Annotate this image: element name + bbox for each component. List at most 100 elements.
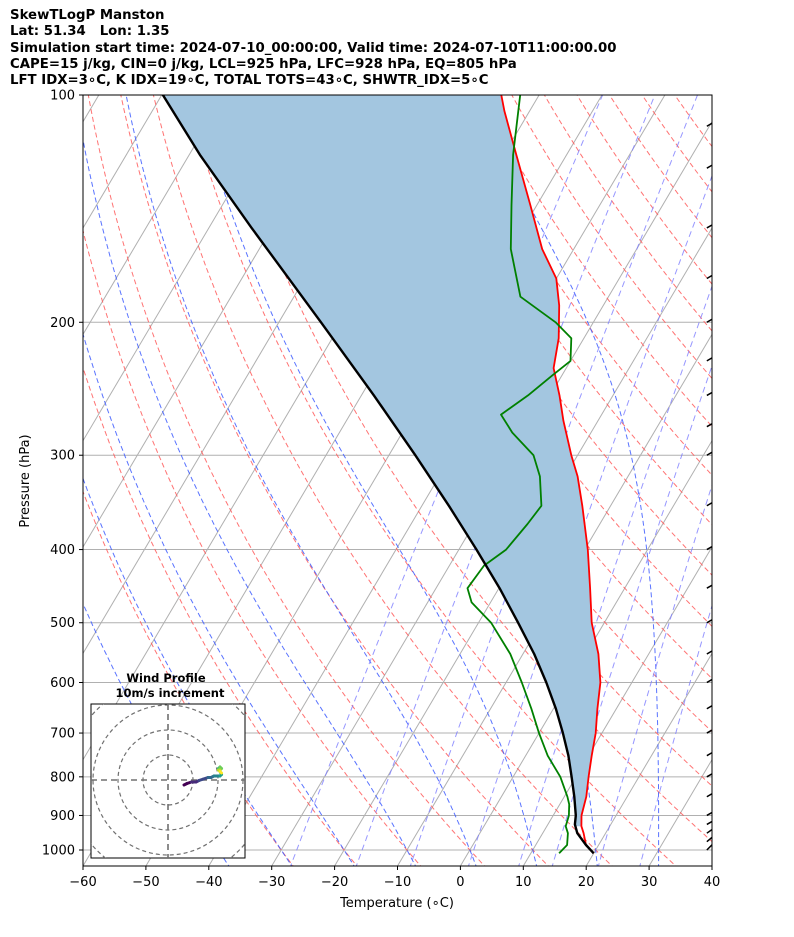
barb-flag xyxy=(735,439,738,451)
barb-flag xyxy=(735,781,738,793)
title-cape-indices: CAPE=15 j/kg, CIN=0 j/kg, LCL=925 hPa, L… xyxy=(10,56,517,72)
barb-half-flag xyxy=(726,267,728,273)
barb-staff xyxy=(706,164,712,169)
barb-flag xyxy=(733,815,737,827)
y-tick-label: 300 xyxy=(50,449,75,464)
isotherm-gridline xyxy=(775,95,794,866)
barb-flag xyxy=(735,740,738,752)
wind-barb xyxy=(706,439,738,456)
x-tick-label: −20 xyxy=(321,875,348,890)
barb-flag xyxy=(728,824,733,835)
wind-barb xyxy=(706,811,712,817)
barb-flag xyxy=(735,572,738,584)
hodograph-subtitle: 10m/s increment xyxy=(116,686,225,700)
wind-barb xyxy=(706,152,738,169)
title-location: Lat: 51.34 Lon: 1.35 xyxy=(10,24,170,40)
wind-barb xyxy=(706,217,728,229)
barb-flag xyxy=(730,575,733,587)
mixing-ratio-line xyxy=(639,604,712,866)
barb-staff xyxy=(706,224,712,229)
barb-staff xyxy=(706,274,712,280)
barb-flag xyxy=(730,265,733,277)
barb-flag xyxy=(735,490,738,502)
cape-shading xyxy=(162,95,601,827)
barb-half-flag xyxy=(726,577,728,583)
barb-staff xyxy=(706,318,712,323)
y-tick-label: 900 xyxy=(50,809,75,824)
isotherm-gridline xyxy=(83,95,226,336)
moist-adiabat xyxy=(83,136,417,866)
mixing-ratio-line xyxy=(409,95,698,866)
isotherm-gridline xyxy=(459,439,712,866)
barb-staff xyxy=(706,501,712,507)
title-stability-indices: LFT IDX=3∘C, K IDX=19∘C, TOTAL TOTS=43∘C… xyxy=(10,73,489,89)
barb-flag xyxy=(735,717,738,729)
wind-barb xyxy=(706,265,733,280)
barb-flag xyxy=(735,667,738,679)
wind-barb xyxy=(706,693,738,710)
y-tick-label: 800 xyxy=(50,770,75,785)
mixing-ratio-line xyxy=(597,483,712,866)
y-tick-label: 600 xyxy=(50,676,75,691)
barb-half-flag xyxy=(726,157,728,163)
x-tick-label: 40 xyxy=(704,875,721,890)
barb-half-flag xyxy=(726,217,728,223)
wind-barb xyxy=(706,717,738,734)
y-tick-label: 1000 xyxy=(42,844,75,859)
barb-flag xyxy=(735,808,738,820)
title-station: SkewTLogP Manston xyxy=(10,8,165,23)
barb-half-flag xyxy=(726,643,728,649)
barb-flag xyxy=(730,492,733,504)
barb-half-flag xyxy=(726,311,728,317)
wind-barb xyxy=(706,490,738,507)
wind-barb xyxy=(706,761,738,778)
barb-flag xyxy=(735,345,738,357)
y-axis-label: Pressure (hPa) xyxy=(18,434,33,527)
dry-adiabat xyxy=(315,95,712,680)
dry-adiabat xyxy=(87,95,486,866)
wind-barb xyxy=(706,831,729,851)
barb-flag xyxy=(735,411,738,423)
hodograph-content xyxy=(91,704,245,858)
axes-ticks: −60 −50 −40 −30 −20 −10 0 10 20 30 40 1000 900 800 700… xyxy=(42,89,720,891)
moist-adiabat xyxy=(83,332,355,866)
wind-barb xyxy=(706,667,738,684)
temperature-profile xyxy=(500,95,602,854)
barb-flag xyxy=(735,761,738,773)
barb-flag xyxy=(730,720,733,732)
barb-staff xyxy=(706,772,712,778)
dry-adiabat xyxy=(641,95,712,193)
moist-adiabat xyxy=(194,95,538,866)
x-tick-label: 20 xyxy=(578,875,595,890)
wind-barb xyxy=(706,311,728,323)
barb-flag xyxy=(735,152,738,164)
isotherm-gridline xyxy=(83,95,288,442)
dry-adiabat xyxy=(83,490,294,866)
barb-flag xyxy=(730,347,733,359)
x-tick-label: −50 xyxy=(132,875,159,890)
barb-half-flag xyxy=(726,786,728,792)
barb-half-flag xyxy=(726,612,728,618)
barb-staff xyxy=(706,584,712,589)
barb-flag xyxy=(730,783,733,795)
barb-staff xyxy=(706,820,712,826)
barb-staff xyxy=(706,678,712,684)
barb-half-flag xyxy=(726,745,728,751)
barb-flag xyxy=(730,536,733,548)
x-tick-label: −10 xyxy=(384,875,411,890)
barb-staff xyxy=(706,751,712,757)
barb-flag xyxy=(730,640,733,652)
barb-half-flag xyxy=(726,698,728,704)
dry-adiabat xyxy=(83,228,422,866)
dry-adiabat xyxy=(152,95,613,866)
barb-staff xyxy=(706,836,712,843)
barb-flag xyxy=(735,693,738,705)
barb-staff xyxy=(706,391,712,397)
wind-barb xyxy=(706,345,738,362)
x-tick-label: 0 xyxy=(456,875,464,890)
x-tick-label: −40 xyxy=(195,875,222,890)
y-tick-label: 700 xyxy=(50,727,75,742)
mixing-ratio-line xyxy=(518,284,712,866)
barb-flag xyxy=(735,638,738,650)
barb-half-flag xyxy=(726,831,729,836)
